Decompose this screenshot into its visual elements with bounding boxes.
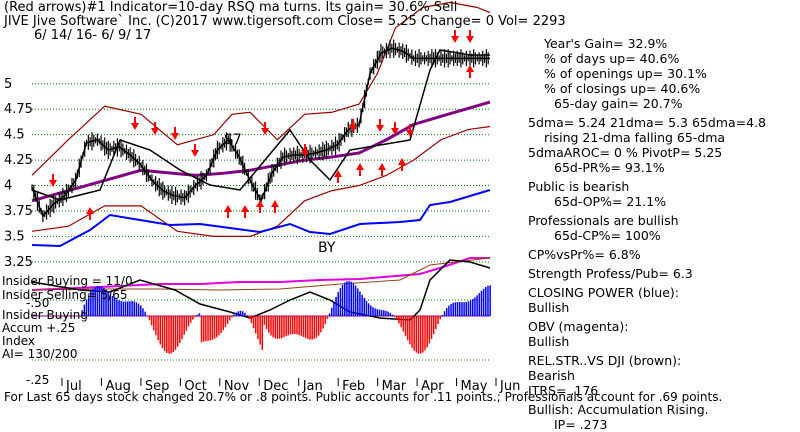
y-tick-label: 3.75: [4, 204, 33, 219]
up-arrow-icon: [398, 158, 406, 171]
down-arrow-icon: [171, 127, 179, 140]
lower-band-line: [31, 125, 491, 237]
down-arrow-icon: [451, 30, 459, 43]
closing-power-line: [31, 189, 491, 248]
black-indicator-line: [31, 259, 491, 321]
header-indicator: (Red arrows)#1 Indicator=10-day RSQ ma t…: [4, 0, 458, 15]
down-arrow-icon: [349, 119, 357, 132]
cp: 65d-CP%= 100%: [554, 228, 661, 243]
ai-label: AI= 130/200: [2, 347, 78, 361]
x-tick-label: Jul: [65, 379, 82, 394]
up-arrow-icon: [271, 200, 279, 213]
minus50-label: -.50: [26, 296, 50, 310]
y-tick-label: 3.25: [4, 255, 33, 270]
x-tick-label: Apr: [421, 379, 444, 394]
professionals-status: Professionals are bullish: [528, 213, 679, 228]
y-tick-label: 4: [4, 179, 12, 194]
down-arrow-icon: [191, 144, 199, 157]
x-tick-label: May: [461, 379, 488, 394]
x-tick-label: Dec: [263, 379, 288, 394]
upper-band-line: [31, 1, 491, 176]
up-arrow-icon: [224, 205, 232, 218]
strength: Strength Profess/Pub= 6.3: [528, 266, 693, 281]
relstr-value: Bearish: [528, 368, 575, 383]
x-tick-label: Sep: [145, 379, 170, 394]
obv: OBV (magenta):: [528, 319, 629, 334]
signal-arrows: [49, 30, 474, 220]
x-tick-label: Jun: [499, 379, 520, 394]
y-tick-label: 5: [4, 77, 12, 92]
accumulation-status: Bullish: Accumulation Rising.: [528, 402, 709, 417]
closings-up: % of closings up= 40.6%: [544, 81, 701, 96]
down-arrow-icon: [49, 174, 57, 187]
down-arrow-icon: [151, 122, 159, 135]
down-arrow-icon: [466, 30, 474, 43]
insider-buying: Insider Buying = 11/0: [2, 274, 133, 288]
by-signal: BY: [318, 240, 336, 256]
price-line: [31, 47, 490, 218]
x-tick-label: Feb: [342, 379, 365, 394]
dma-trend: rising 21-dma falling 65-dma: [544, 130, 726, 145]
footer-summary: For Last 65 days stock changed 20.7% or …: [4, 390, 723, 404]
y-tick-label: 4.5: [4, 128, 25, 143]
up-arrow-icon: [466, 65, 474, 78]
accumulation-histogram: [81, 281, 491, 354]
aroc: 5dmaAROC= 0 % PivotP= 5.25: [528, 145, 723, 160]
price-overlay-line: [31, 49, 490, 201]
minus25-label: -.25: [26, 373, 50, 387]
insider-selling: Insider Selling= 5/65: [2, 288, 128, 302]
stats-panel: Year's Gain= 32.9% % of days up= 40.6% %…: [528, 36, 798, 432]
y-axis-labels: 3.25 3.5 3.75 4 4.25 4.5 4.75 5: [4, 77, 33, 270]
indicator-lines: [31, 49, 491, 321]
x-tick-label: Mar: [382, 379, 407, 394]
down-arrow-icon: [261, 122, 269, 135]
public-status: Public is bearish: [528, 179, 630, 194]
closing-power-value: Bullish: [528, 300, 570, 315]
x-tick-label: Jan: [302, 379, 323, 394]
closing-power: CLOSING POWER (blue):: [528, 285, 679, 300]
relstr-line: [31, 257, 491, 291]
obv-value: Bullish: [528, 334, 570, 349]
insider-buying-2: Insider Buying: [2, 308, 88, 322]
header-ticker: JIVE Jive Software` Inc. (C)2017 www.tig…: [4, 14, 566, 29]
header-dates: 6/ 14/ 16- 6/ 9/ 17: [34, 28, 152, 43]
down-arrow-icon: [406, 124, 414, 137]
y-tick-label: 4.75: [4, 102, 33, 117]
s7-signal: S7: [224, 132, 242, 148]
relstr: REL.STR..VS DJI (brown):: [528, 353, 682, 368]
down-arrow-icon: [301, 144, 309, 157]
y-tick-label: 4.25: [4, 153, 33, 168]
x-tick-label: Oct: [184, 379, 206, 394]
openings-up: % of openings up= 30.1%: [544, 66, 707, 81]
up-arrow-icon: [356, 163, 364, 176]
index-label: Index: [2, 334, 36, 348]
itrs: ITRS= .176: [528, 383, 599, 398]
days-up: % of days up= 40.6%: [544, 51, 680, 66]
dma: 5dma= 5.24 21dma= 5.3 65dma=4.8: [528, 115, 766, 130]
cpvspr: CP%vsPr%= 6.8%: [528, 247, 641, 262]
price-bars: [31, 39, 490, 223]
pr: 65d-PR%= 93.1%: [554, 160, 665, 175]
ip: IP= .273: [554, 417, 608, 432]
stock-chart: 3.25 3.5 3.75 4 4.25 4.5 4.75 5 Jul Aug Sep Oct Nov…: [4, 1, 520, 394]
up-arrow-icon: [334, 170, 342, 183]
day65-gain: 65-day gain= 20.7%: [554, 96, 683, 111]
up-arrow-icon: [378, 163, 386, 176]
down-arrow-icon: [391, 122, 399, 135]
op: 65d-OP%= 21.1%: [554, 194, 667, 209]
down-arrow-icon: [131, 117, 139, 130]
accum-label: Accum +.25: [2, 321, 76, 335]
up-arrow-icon: [86, 207, 94, 220]
x-tick-label: Aug: [105, 379, 130, 394]
years-gain: Year's Gain= 32.9%: [544, 36, 668, 51]
up-arrow-icon: [256, 200, 264, 213]
up-arrow-icon: [241, 205, 249, 218]
y-tick-label: 3.5: [4, 229, 25, 244]
obv-line: [31, 257, 490, 291]
x-tick-label: Nov: [224, 379, 250, 394]
x-axis-labels: Jul Aug Sep Oct Nov Dec Jan Feb Mar Apr May Jun: [61, 378, 520, 394]
down-arrow-icon: [376, 119, 384, 132]
